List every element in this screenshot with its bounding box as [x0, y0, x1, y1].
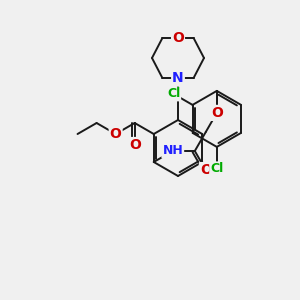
Text: O: O — [211, 106, 223, 120]
Text: O: O — [172, 31, 184, 45]
Text: Cl: Cl — [167, 87, 180, 101]
Text: NH: NH — [162, 145, 183, 158]
Text: Cl: Cl — [210, 162, 224, 176]
Text: N: N — [172, 71, 184, 85]
Text: O: O — [110, 127, 122, 141]
Text: O: O — [200, 163, 212, 177]
Text: O: O — [129, 138, 141, 152]
